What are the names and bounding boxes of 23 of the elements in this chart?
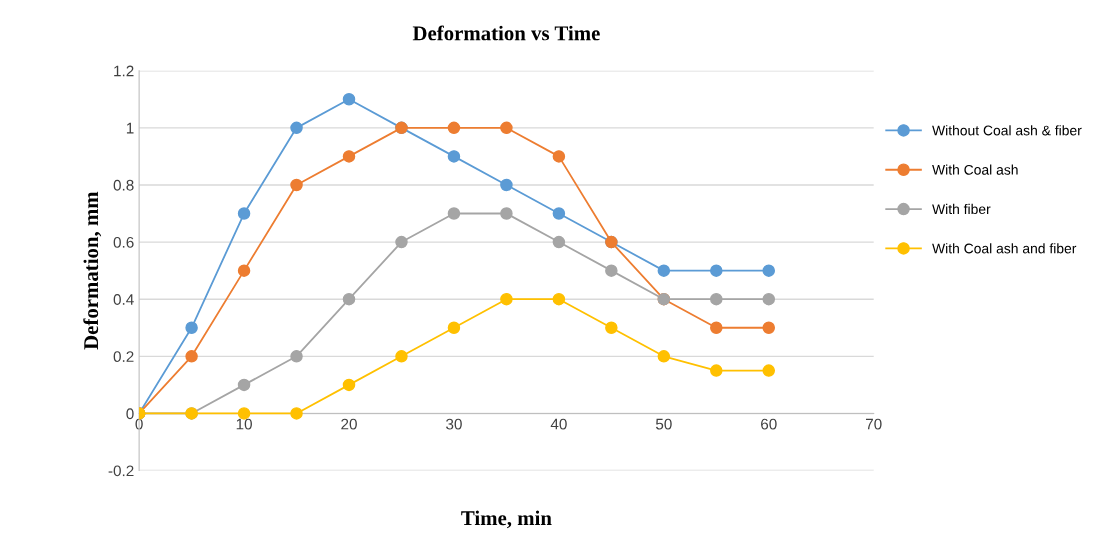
x-tick-label: 0 (135, 418, 143, 430)
y-tick-label: 0.6 (113, 236, 134, 248)
chart-title: Deformation vs Time (412, 25, 600, 41)
y-tick-label: 1.2 (114, 65, 134, 77)
y-tick-label: -0.2 (108, 465, 134, 477)
x-tick-label: 30 (446, 418, 462, 430)
legend-label: With fiber (932, 203, 991, 215)
x-tick-label: 20 (341, 418, 357, 430)
x-tick-label: 60 (761, 418, 777, 430)
legend-label: Without Coal ash & fiber (932, 125, 1082, 136)
x-tick-label: 10 (236, 418, 252, 430)
y-tick-label: 0.2 (113, 351, 134, 363)
legend-label: With Coal ash and fiber (932, 243, 1077, 254)
y-tick-label: 0.8 (113, 179, 134, 191)
y-axis-title: Deformation, mm (83, 191, 102, 350)
x-tick-label: 40 (550, 418, 567, 430)
x-tick-label: 70 (865, 418, 882, 430)
x-axis-title: Time, min (461, 510, 552, 529)
legend-label: With Coal ash (932, 164, 1018, 175)
x-tick-label: 50 (655, 418, 672, 430)
y-tick-label: 0 (126, 408, 134, 420)
y-tick-label: 1 (126, 122, 134, 134)
y-tick-label: 0.4 (113, 294, 134, 305)
